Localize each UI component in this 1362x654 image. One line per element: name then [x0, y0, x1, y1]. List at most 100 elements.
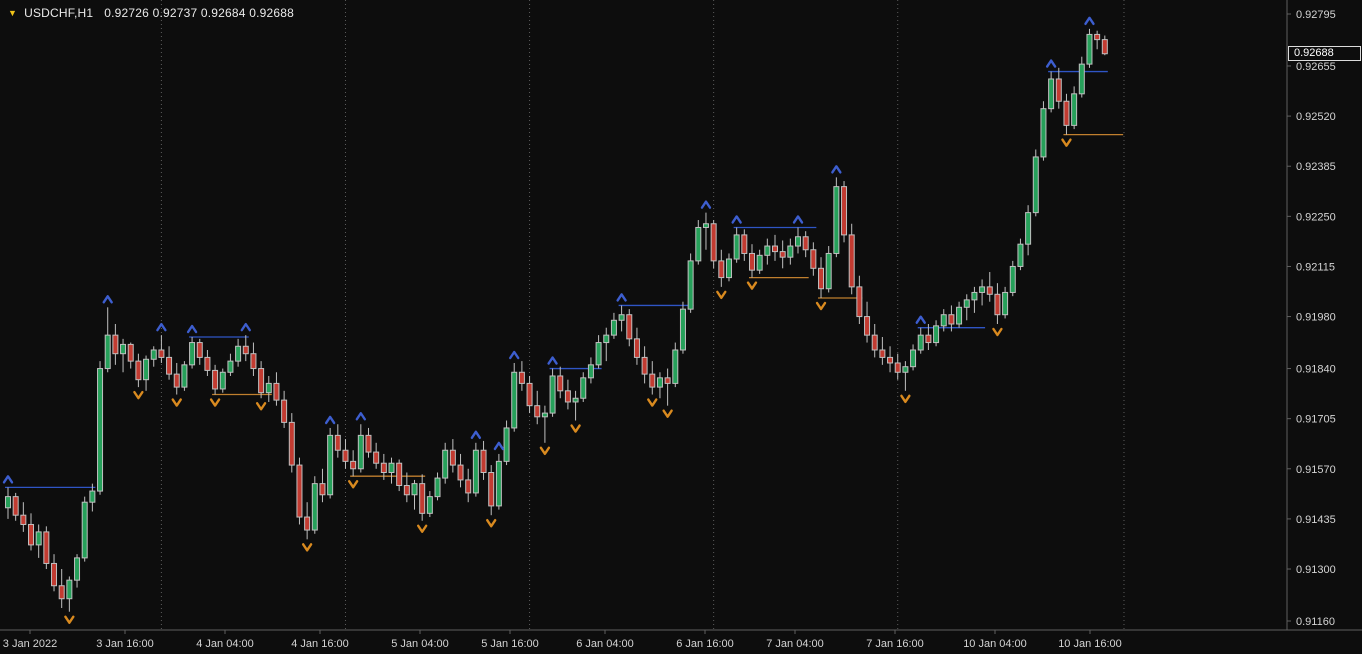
candle-bull	[587, 364, 594, 379]
candle-bull	[1086, 33, 1093, 65]
candle-bull	[411, 483, 418, 496]
candle-bear	[319, 483, 326, 496]
candle-bear	[334, 434, 341, 451]
ohlc-values: 0.92726 0.92737 0.92684 0.92688	[104, 6, 294, 20]
candle-bull	[1009, 265, 1016, 293]
candle-bear	[51, 562, 58, 587]
candle-bear	[526, 382, 533, 407]
candle-bear	[986, 286, 993, 295]
candle-bear	[626, 314, 633, 340]
candle-bull	[311, 483, 318, 531]
candle-bear	[380, 462, 387, 473]
symbol-dropdown-icon[interactable]: ▼	[8, 8, 18, 18]
time-scale[interactable]	[0, 630, 1362, 654]
candle-bear	[864, 316, 871, 336]
time-axis-label: 6 Jan 04:00	[576, 638, 634, 650]
candle-bull	[74, 557, 81, 581]
fractal-up-arrow-icon	[731, 215, 742, 224]
candle-bear	[250, 353, 257, 370]
fractal-down-arrow-icon	[746, 281, 758, 290]
price-scale[interactable]	[1287, 0, 1362, 630]
candle-bull	[541, 412, 548, 418]
time-axis-label: 7 Jan 16:00	[866, 638, 924, 650]
candle-bull	[327, 434, 334, 496]
candle-bull	[503, 427, 510, 462]
candle-bear	[304, 516, 311, 531]
fractal-up-arrow-icon	[355, 412, 367, 421]
candle-bear	[1063, 100, 1070, 126]
candle-bull	[104, 334, 111, 370]
price-axis-label: 0.91705	[1296, 414, 1336, 426]
candle-bear	[994, 293, 1001, 316]
fractal-up-arrow-icon	[1045, 59, 1057, 68]
candle-bull	[150, 349, 157, 360]
time-axis-label: 4 Jan 04:00	[196, 638, 254, 650]
candle-bear	[403, 484, 410, 496]
candle-bear	[166, 356, 173, 375]
candle-bear	[135, 360, 142, 381]
candle-bear	[480, 449, 487, 473]
fractal-down-arrow-icon	[209, 398, 221, 407]
candle-bull	[618, 314, 625, 321]
candle-bull	[580, 377, 587, 399]
fractal-up-arrow-icon	[240, 322, 251, 332]
current-price-box: 0.92688	[1288, 45, 1361, 61]
candle-bull	[1078, 63, 1085, 95]
candle-bull	[979, 286, 986, 293]
time-axis-label: 3 Jan 2022	[3, 638, 57, 650]
price-axis-label: 0.92795	[1296, 9, 1336, 21]
time-axis-label: 10 Jan 04:00	[963, 638, 1027, 650]
candle-bull	[725, 258, 732, 279]
candle-bear	[365, 434, 372, 453]
fractal-up-arrow-icon	[156, 322, 167, 332]
fractal-down-arrow-icon	[539, 446, 551, 455]
candle-bull	[495, 460, 502, 507]
time-axis-label: 10 Jan 16:00	[1058, 638, 1122, 650]
candle-bear	[1055, 78, 1062, 102]
fractal-down-arrow-icon	[1061, 138, 1072, 147]
fractal-down-arrow-icon	[255, 402, 267, 411]
fractal-down-arrow-icon	[133, 390, 144, 400]
price-axis-label: 0.91435	[1296, 514, 1336, 526]
chart-header: ▼ USDCHF,H1 0.92726 0.92737 0.92684 0.92…	[8, 6, 294, 20]
fractal-up-arrow-icon	[186, 324, 198, 334]
candle-bear	[664, 377, 671, 384]
candle-bull	[695, 226, 702, 262]
fractal-up-arrow-icon	[324, 415, 336, 425]
price-axis-label: 0.92520	[1296, 111, 1336, 123]
candle-bear	[633, 338, 640, 358]
candle-bull	[235, 345, 242, 362]
candle-bear	[887, 356, 894, 364]
candle-bull	[787, 245, 794, 258]
candle-bull	[940, 314, 947, 327]
candle-bull	[35, 531, 42, 546]
candle-bear	[710, 223, 717, 262]
candle-bear	[1094, 33, 1101, 41]
candle-bear	[1101, 39, 1108, 55]
candle-bull	[434, 477, 441, 498]
fractal-down-arrow-icon	[301, 543, 313, 552]
candle-bear	[848, 234, 855, 288]
candle-bull	[1032, 156, 1039, 214]
fractal-up-arrow-icon	[915, 315, 926, 324]
candle-bear	[948, 314, 955, 325]
candle-bull	[181, 364, 188, 388]
fractal-down-arrow-icon	[486, 518, 497, 528]
time-axis-label: 4 Jan 16:00	[291, 638, 349, 650]
fractal-up-arrow-icon	[700, 200, 712, 209]
candle-bear	[534, 405, 541, 418]
candle-bull	[81, 501, 88, 559]
candle-bull	[549, 375, 556, 414]
candle-bear	[871, 334, 878, 351]
fractal-down-arrow-icon	[64, 615, 75, 624]
price-axis-label: 0.91300	[1296, 564, 1336, 576]
candle-bear	[718, 260, 725, 279]
candle-bull	[795, 236, 802, 247]
candle-bear	[281, 399, 288, 423]
candle-bear	[779, 251, 786, 258]
candle-bull	[1002, 291, 1009, 316]
candle-bull	[833, 186, 840, 254]
candle-bull	[1048, 78, 1055, 110]
current-price-value: 0.92688	[1294, 46, 1334, 59]
